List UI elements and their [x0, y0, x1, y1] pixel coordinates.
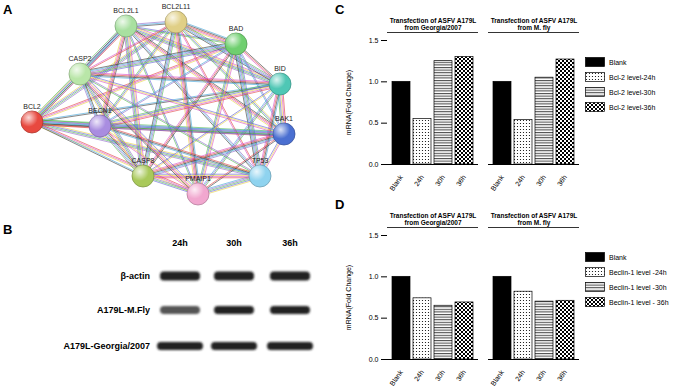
- svg-text:30h: 30h: [535, 174, 547, 188]
- svg-text:mRNA(Fold Change): mRNA(Fold Change): [345, 265, 353, 330]
- svg-text:CASP2: CASP2: [69, 55, 92, 62]
- html-text:Bcl-2 level-36h: Bcl-2 level-36h: [609, 103, 656, 111]
- svg-text:Blank: Blank: [388, 173, 404, 192]
- svg-text:Blank: Blank: [489, 368, 505, 387]
- svg-text:Transfection of ASFV A179Lfrom: Transfection of ASFV A179Lfrom M. fly: [491, 212, 578, 227]
- svg-text:30h: 30h: [535, 369, 547, 383]
- svg-text:BAD: BAD: [229, 25, 243, 32]
- svg-text:36h: 36h: [455, 369, 467, 383]
- svg-text:Blank: Blank: [388, 368, 404, 387]
- html-text:Blank: Blank: [609, 253, 627, 261]
- svg-text:A179L-M.Fly: A179L-M.Fly: [97, 305, 150, 315]
- svg-text:0.0: 0.0: [369, 356, 379, 363]
- html-text:B: B: [3, 222, 13, 237]
- svg-text:30h: 30h: [434, 174, 446, 188]
- svg-text:BECN1: BECN1: [88, 107, 111, 114]
- html-text:D: D: [335, 197, 345, 212]
- svg-text:mRNA(Fold Change): mRNA(Fold Change): [345, 70, 353, 135]
- svg-text:24h: 24h: [514, 174, 526, 188]
- svg-text:BCL2: BCL2: [23, 103, 41, 110]
- html-text:Beclin-1 level - 36h: Beclin-1 level - 36h: [609, 298, 669, 306]
- svg-text:BCL2L11: BCL2L11: [162, 3, 191, 10]
- svg-text:TP53: TP53: [252, 157, 269, 164]
- svg-text:0.0: 0.0: [369, 161, 379, 168]
- html-text:A: A: [3, 2, 13, 17]
- svg-text:36h: 36h: [455, 174, 467, 188]
- html-text:Beclin-1 level -24h: Beclin-1 level -24h: [609, 268, 667, 276]
- html-text:Bcl-2 level-30h: Bcl-2 level-30h: [609, 88, 656, 96]
- svg-text:PMAIP1: PMAIP1: [185, 175, 211, 182]
- svg-text:Transfection of ASFV A179Lfrom: Transfection of ASFV A179Lfrom M. fly: [491, 17, 578, 32]
- html-text:Bcl-2 level-24h: Bcl-2 level-24h: [609, 73, 656, 81]
- svg-text:36h: 36h: [556, 174, 568, 188]
- svg-text:CASP8: CASP8: [132, 157, 155, 164]
- html-text:Beclin-1 level -30h: Beclin-1 level -30h: [609, 283, 667, 291]
- svg-text:30h: 30h: [434, 369, 446, 383]
- svg-text:Transfection of ASFV A179Lfrom: Transfection of ASFV A179Lfrom Georgia/2…: [390, 212, 477, 227]
- svg-text:A179L-Georgia/2007: A179L-Georgia/2007: [63, 341, 150, 351]
- svg-text:0.5: 0.5: [369, 314, 379, 321]
- svg-text:36h: 36h: [282, 238, 298, 248]
- svg-text:BCL2L1: BCL2L1: [113, 7, 138, 14]
- svg-text:24h: 24h: [413, 369, 425, 383]
- svg-text:BID: BID: [274, 65, 286, 72]
- svg-text:24h: 24h: [514, 369, 526, 383]
- svg-text:1.0: 1.0: [369, 273, 379, 280]
- svg-text:24h: 24h: [413, 174, 425, 188]
- svg-text:1.5: 1.5: [369, 37, 379, 44]
- svg-text:β-actin: β-actin: [121, 271, 151, 281]
- svg-text:36h: 36h: [556, 369, 568, 383]
- svg-text:Transfection of ASFV A179Lfrom: Transfection of ASFV A179Lfrom Georgia/2…: [390, 17, 477, 32]
- svg-text:0.5: 0.5: [369, 119, 379, 126]
- svg-text:1.5: 1.5: [369, 232, 379, 239]
- svg-text:Blank: Blank: [489, 173, 505, 192]
- html-text:C: C: [335, 2, 345, 17]
- svg-text:24h: 24h: [172, 238, 188, 248]
- svg-text:1.0: 1.0: [369, 78, 379, 85]
- svg-text:30h: 30h: [226, 238, 242, 248]
- html-text:Blank: Blank: [609, 58, 627, 66]
- svg-text:BAK1: BAK1: [275, 115, 293, 122]
